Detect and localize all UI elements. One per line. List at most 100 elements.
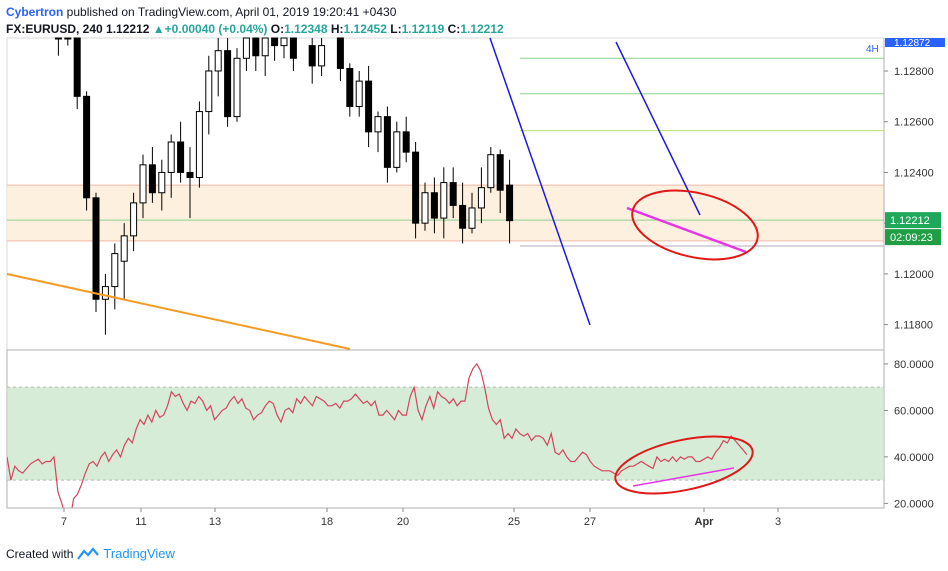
time-tick-label: 13 xyxy=(209,516,221,528)
candle xyxy=(496,154,504,191)
orange-trendline xyxy=(6,273,351,350)
rsi-line xyxy=(7,362,748,508)
time-tick-label: 20 xyxy=(397,516,409,528)
candle xyxy=(177,141,185,173)
candle xyxy=(459,204,467,229)
candle xyxy=(487,154,495,189)
candle xyxy=(64,37,72,40)
rsi-divergence-ellipse xyxy=(614,435,754,495)
candle xyxy=(477,187,485,209)
open-value: 1.12348 xyxy=(284,22,328,36)
candle xyxy=(440,182,448,219)
created-with-label: Created with xyxy=(6,546,74,561)
candle xyxy=(280,37,288,47)
low-label: L: xyxy=(390,22,402,36)
time-tick-label: 18 xyxy=(321,516,333,528)
tradingview-brand[interactable]: TradingView xyxy=(103,546,175,561)
time-tick-label: 27 xyxy=(584,516,596,528)
candle xyxy=(355,80,363,107)
price-tick-label: 1.12800 xyxy=(894,66,934,78)
candle xyxy=(92,197,100,300)
candle xyxy=(54,37,62,40)
timeframe-tag: 4H xyxy=(866,44,879,55)
candle xyxy=(374,116,382,133)
candle xyxy=(233,57,241,118)
author-name[interactable]: Cybertron xyxy=(6,5,64,19)
candle xyxy=(148,164,156,194)
rsi-band xyxy=(7,387,884,481)
open-label: O: xyxy=(270,22,285,36)
candle xyxy=(261,37,269,57)
published-text: published on TradingView.com, April 01, … xyxy=(63,5,397,19)
time-tick-label: 3 xyxy=(775,516,781,528)
candle xyxy=(468,207,476,229)
candle xyxy=(73,37,81,97)
last-price-label: 1.12212 xyxy=(890,215,930,227)
candle xyxy=(83,95,91,199)
high-value: 1.12452 xyxy=(343,22,387,36)
candle xyxy=(195,111,203,179)
symbol-legend: FX:EURUSD, 240 1.12212 ▲+0.00040 (+0.04%… xyxy=(6,22,504,36)
candle xyxy=(402,131,410,153)
price-tick-label: 1.11800 xyxy=(894,320,933,332)
candle xyxy=(120,235,128,262)
candle xyxy=(242,37,250,59)
candle xyxy=(318,45,326,67)
price-tick-label: 1.12000 xyxy=(894,269,934,281)
rsi-divergence-line xyxy=(632,467,735,487)
symbol-label: FX:EURUSD, 240 xyxy=(6,22,103,36)
tradingview-logo-icon xyxy=(77,546,100,560)
candle xyxy=(308,45,316,67)
price-tick-label: 1.12400 xyxy=(894,167,934,179)
candle xyxy=(383,116,391,168)
candle xyxy=(346,67,354,107)
candle xyxy=(393,131,401,168)
magenta-support-line xyxy=(626,206,747,254)
candle xyxy=(430,192,438,219)
candle xyxy=(421,192,429,224)
last-price-tag xyxy=(885,212,941,229)
candle xyxy=(158,171,166,194)
candle xyxy=(139,164,147,204)
candle xyxy=(224,50,232,118)
change-value: +0.00040 (+0.04%) xyxy=(164,22,268,36)
candle xyxy=(205,70,213,113)
candle xyxy=(506,184,514,222)
countdown-tag xyxy=(885,229,941,246)
blue-trendline-right xyxy=(615,41,701,216)
top-price-tag xyxy=(885,38,945,47)
candle xyxy=(214,50,222,72)
close-label: C: xyxy=(447,22,461,36)
candle xyxy=(449,182,457,206)
time-tick-label: 11 xyxy=(135,516,146,528)
rsi-tick-label: 60.0000 xyxy=(894,405,934,417)
candle xyxy=(289,37,297,59)
close-value: 1.12212 xyxy=(460,22,504,36)
candle xyxy=(271,37,279,47)
candle xyxy=(186,171,194,179)
time-tick-label: 25 xyxy=(508,516,520,528)
low-value: 1.12119 xyxy=(401,22,445,36)
candle xyxy=(252,37,260,57)
candle xyxy=(167,141,175,173)
rsi-tick-label: 20.0000 xyxy=(894,498,934,510)
time-tick-label: Apr xyxy=(695,516,715,528)
price-divergence-ellipse xyxy=(631,189,759,261)
candle xyxy=(101,286,109,300)
candle xyxy=(336,37,344,69)
publish-info: Cybertron published on TradingView.com, … xyxy=(6,5,396,19)
countdown-label: 02:09:23 xyxy=(890,232,933,244)
candle xyxy=(111,253,119,288)
top-price-label: 1.12872 xyxy=(894,38,931,49)
price-tick-label: 1.12600 xyxy=(894,117,934,129)
time-tick-label: 7 xyxy=(61,516,67,528)
rsi-tick-label: 80.0000 xyxy=(894,359,934,371)
up-arrow-icon: ▲ xyxy=(152,22,165,36)
blue-trendline-left xyxy=(489,37,591,326)
candle xyxy=(412,151,420,224)
high-label: H: xyxy=(330,22,344,36)
candle xyxy=(130,202,138,237)
last-price: 1.12212 xyxy=(106,22,150,36)
footer: Created with TradingView xyxy=(6,546,175,561)
